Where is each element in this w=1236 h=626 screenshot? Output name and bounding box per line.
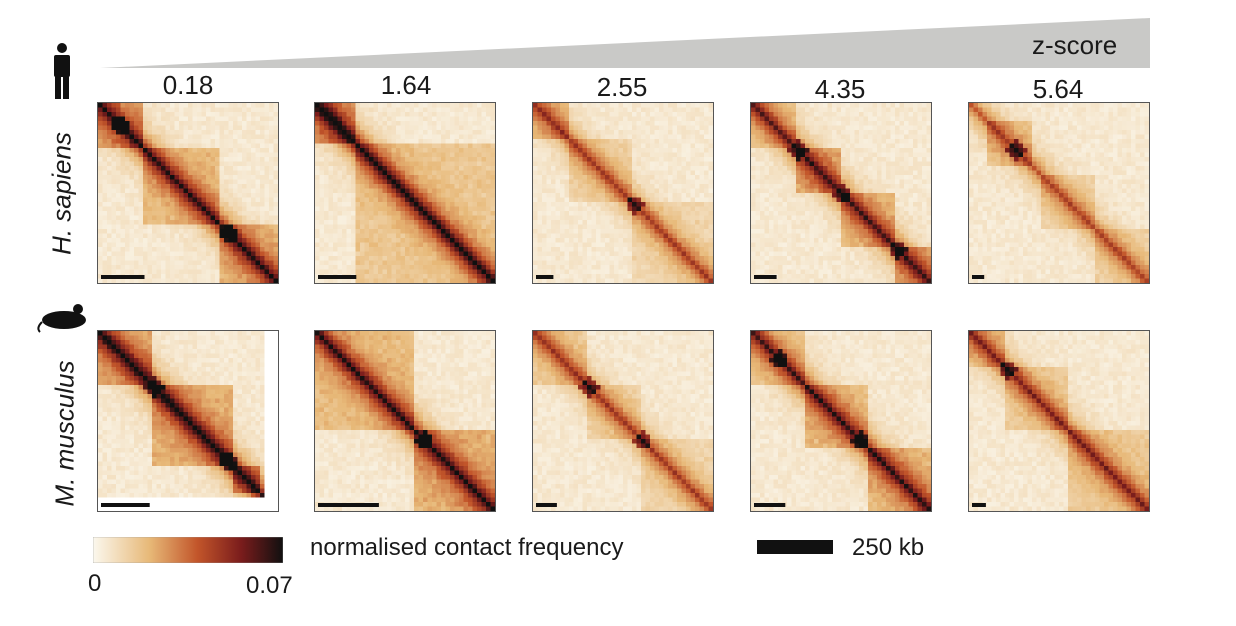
contact-map-svg [98,331,278,511]
contact-map-mouse-4 [968,330,1150,512]
contact-map-human-0 [97,102,279,284]
contact-map-svg [98,103,278,283]
species-label-human: H. sapiens [46,132,77,255]
colorbar [93,537,283,563]
column-zscore-0: 0.18 [162,70,214,100]
contact-map-mouse-1 [314,330,496,512]
panel-scale-bar [536,503,557,507]
panel-scale-bar [536,275,554,279]
scale-bar-label: 250 kb [852,534,925,561]
panel-scale-bar [972,503,986,507]
contact-map-svg [969,103,1149,283]
panel-scale-bar [754,275,777,279]
z-score-label: z-score [1032,30,1118,60]
scale-bar [757,540,833,554]
column-zscore-4: 5.64 [1032,74,1084,104]
contact-map-svg [751,103,931,283]
panel-scale-bar [101,503,150,507]
human-icon [54,43,70,99]
contact-map-mouse-3 [750,330,932,512]
species-label-mouse: M. musculus [49,360,80,507]
contact-map-human-2 [532,102,714,284]
colorbar-max-label: 0.07 [246,572,293,599]
contact-map-svg [969,331,1149,511]
z-score-wedge [100,18,1150,68]
panel-scale-bar [318,275,357,279]
colorbar-label: normalised contact frequency [310,534,624,561]
panel-scale-bar [754,503,786,507]
column-zscore-3: 4.35 [814,74,866,104]
column-zscore-1: 1.64 [380,70,432,100]
contact-map-human-3 [750,102,932,284]
contact-map-svg [533,331,713,511]
contact-map-mouse-0 [97,330,279,512]
contact-map-svg [315,331,495,511]
panel-scale-bar [972,275,985,279]
contact-map-human-4 [968,102,1150,284]
colorbar-min-label: 0 [88,570,102,597]
panel-scale-bar [101,275,145,279]
panel-scale-bar [318,503,379,507]
contact-map-human-1 [314,102,496,284]
contact-map-svg [533,103,713,283]
mouse-icon [37,304,86,333]
column-zscore-2: 2.55 [596,72,648,102]
contact-map-svg [315,103,495,283]
contact-map-svg [751,331,931,511]
contact-map-mouse-2 [532,330,714,512]
